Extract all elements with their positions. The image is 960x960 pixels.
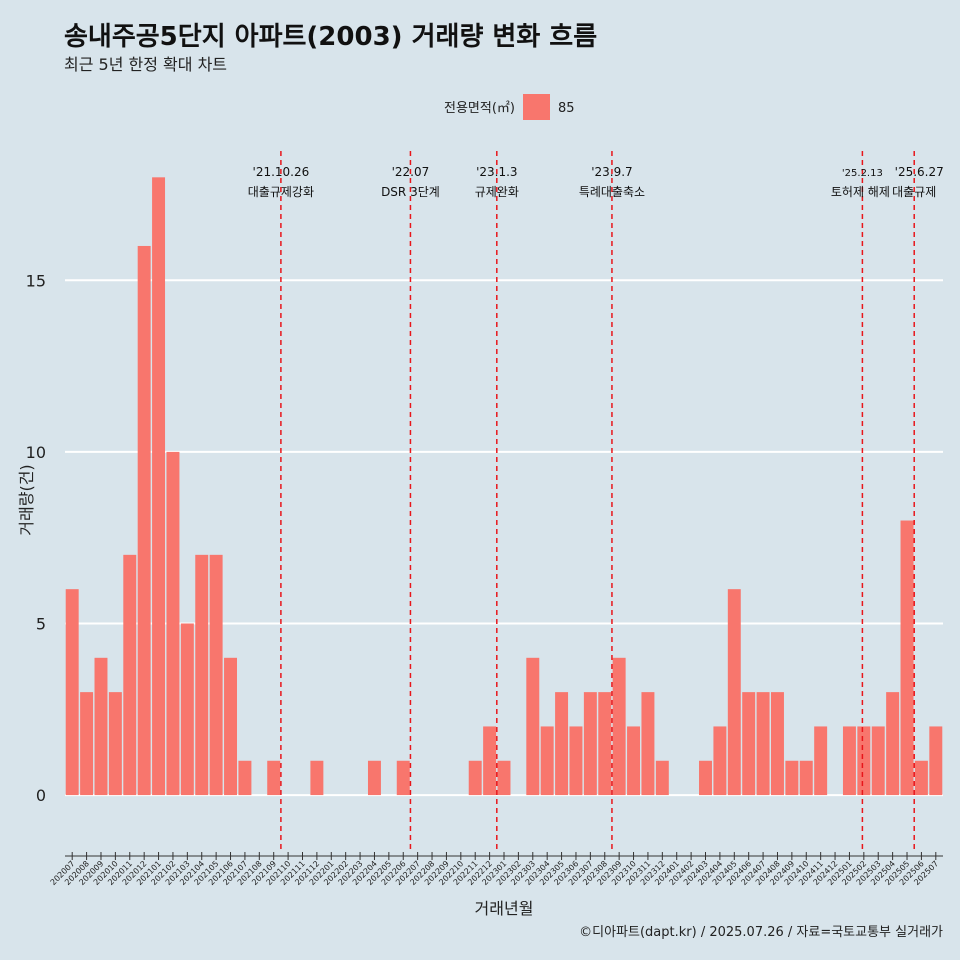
caption: ©디아파트(dapt.kr) / 2025.07.26 / 자료=국토교통부 실… (579, 925, 943, 940)
bar-202204 (367, 760, 381, 796)
event-date: '23.9.7 (591, 165, 632, 179)
event-label: 토허제 해제 (831, 185, 890, 199)
bar-202104 (195, 554, 209, 796)
event-label: 대출규제강화 (248, 185, 314, 199)
event-date: '25.2.13 (842, 168, 883, 179)
bar-202505 (900, 520, 914, 796)
bar-202103 (180, 623, 194, 796)
bar-202403 (699, 760, 712, 796)
bar-202206 (396, 760, 410, 796)
bar-202212 (483, 726, 497, 796)
legend: 전용면적(㎡) 85 (444, 94, 575, 120)
bar-202306 (569, 726, 583, 796)
bar-202112 (310, 760, 324, 796)
event-date: '22.07 (392, 165, 430, 179)
bar-202101 (152, 177, 166, 796)
y-tick-label: 0 (36, 786, 46, 805)
x-axis: 2020072020082020092020102020112020122021… (49, 852, 943, 887)
bar-202312 (655, 760, 669, 796)
y-axis-title: 거래량(건) (17, 464, 36, 535)
event-date: '21.10.26 (253, 165, 310, 179)
bar-202311 (641, 692, 655, 796)
bar-202211 (468, 760, 482, 796)
bar-202109 (267, 760, 281, 796)
bar-202404 (713, 726, 727, 796)
event-label: 규제완화 (475, 185, 519, 199)
bar-202107 (238, 760, 252, 796)
bar-202507 (929, 726, 943, 796)
bar-202504 (886, 692, 900, 796)
event-lines: '21.10.26 대출규제강화 '22.07 DSR 3단계 '23.1.3 규제완화 '… (248, 151, 944, 850)
bar-202501 (842, 726, 856, 796)
chart-subtitle: 최근 5년 한정 확대 차트 (64, 55, 227, 74)
legend-swatch (523, 94, 550, 120)
bar-202406 (742, 692, 756, 796)
event-date: '25.6.27 (895, 165, 944, 179)
event-label: DSR 3단계 (381, 185, 440, 199)
bar-202305 (555, 692, 569, 796)
bar-202011 (123, 554, 137, 796)
y-tick-label: 5 (36, 614, 46, 633)
bar-202506 (914, 760, 928, 796)
bar-202304 (540, 726, 554, 796)
y-axis: 0 5 10 15 (26, 271, 46, 805)
bar-202105 (209, 554, 223, 796)
event-label: 대출규제 (892, 185, 936, 199)
bar-202106 (224, 657, 238, 796)
y-tick-label: 15 (26, 271, 46, 290)
bar-202301 (497, 760, 511, 796)
bar-202303 (526, 657, 540, 796)
bar-202411 (814, 726, 828, 796)
y-tick-label: 10 (26, 443, 46, 462)
event-date: '23.1.3 (476, 165, 517, 179)
bar-202012 (137, 245, 151, 796)
event-label: 특례대출축소 (579, 185, 645, 199)
bar-202308 (598, 692, 612, 796)
bar-202409 (785, 760, 799, 796)
bar-202307 (583, 692, 597, 796)
bar-202009 (94, 657, 108, 796)
bar-202310 (627, 726, 641, 796)
legend-label: 85 (558, 101, 575, 116)
bar-202010 (108, 692, 122, 796)
bar-202008 (80, 692, 94, 796)
chart-title: 송내주공5단지 아파트(2003) 거래량 변화 흐름 (64, 22, 597, 52)
bar-202309 (612, 657, 626, 796)
bar-202102 (166, 451, 180, 796)
bar-202502 (857, 726, 871, 796)
bar-202405 (727, 589, 741, 796)
bar-202408 (770, 692, 784, 796)
legend-title: 전용면적(㎡) (444, 101, 515, 116)
bar-202007 (65, 589, 79, 796)
bars (65, 177, 943, 796)
bar-202407 (756, 692, 770, 796)
x-axis-title: 거래년월 (475, 899, 534, 918)
bar-202503 (871, 726, 885, 796)
bar-202410 (799, 760, 813, 796)
